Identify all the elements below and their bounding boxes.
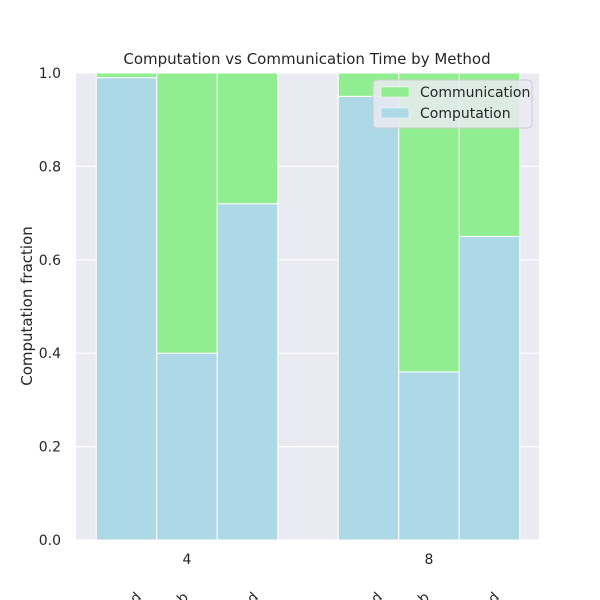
bar-computation-group-4-method-2 — [156, 352, 218, 541]
y-tick-labels: 0.0 0.2 0.4 0.6 0.8 1.0 — [39, 66, 61, 549]
x-method-tick-label: d — [244, 590, 262, 600]
x-method-tick-label: d — [127, 590, 145, 600]
x-method-tick-label: b — [415, 589, 433, 600]
bar-computation-group-4-method-1 — [95, 77, 158, 541]
x-method-tick-label: d — [485, 590, 503, 600]
bar-communication-group-4-method-1 — [95, 72, 158, 79]
x-group-label: 8 — [425, 552, 434, 568]
x-method-tick-label: d — [368, 590, 386, 600]
y-tick-label: 0.2 — [39, 440, 61, 456]
y-tick-label: 0.6 — [39, 253, 61, 269]
y-tick-label: 1.0 — [39, 66, 61, 82]
legend-swatch-communication — [380, 86, 410, 98]
bar-computation-group-8-method-3 — [458, 235, 521, 541]
legend-label-computation: Computation — [420, 106, 511, 122]
bar-computation-group-8-method-1 — [337, 95, 400, 541]
bar-computation-group-8-method-2 — [398, 371, 460, 541]
legend-swatch-computation — [380, 107, 410, 119]
y-tick-label: 0.8 — [39, 159, 61, 175]
legend-label-communication: Communication — [420, 85, 530, 101]
y-tick-label: 0.0 — [39, 533, 61, 549]
y-axis-label: Computation fraction — [18, 226, 36, 386]
bar-communication-group-4-method-2 — [156, 72, 218, 354]
y-tick-label: 0.4 — [39, 346, 61, 362]
plot-area — [76, 72, 539, 541]
bar-computation-group-4-method-3 — [216, 203, 279, 541]
x-group-label: 4 — [183, 552, 192, 568]
legend-box — [372, 79, 533, 129]
bar-communication-group-4-method-3 — [216, 72, 279, 205]
legend: Communication Computation — [372, 79, 533, 129]
x-tick-labels: 4 8 d b d d b d — [127, 552, 503, 600]
x-method-tick-label: b — [174, 589, 192, 600]
chart-title: Computation vs Communication Time by Met… — [123, 50, 490, 68]
